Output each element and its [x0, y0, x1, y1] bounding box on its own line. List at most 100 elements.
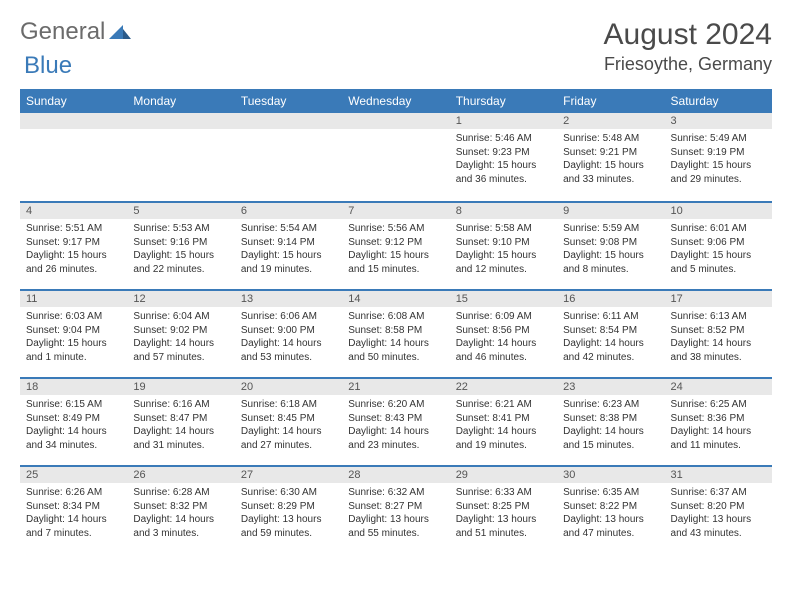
- calendar-row: 4Sunrise: 5:51 AMSunset: 9:17 PMDaylight…: [20, 201, 772, 289]
- calendar-cell: 15Sunrise: 6:09 AMSunset: 8:56 PMDayligh…: [450, 289, 557, 377]
- day-number: [127, 113, 234, 129]
- day-number: 28: [342, 465, 449, 483]
- calendar-row: 25Sunrise: 6:26 AMSunset: 8:34 PMDayligh…: [20, 465, 772, 553]
- day-number: 10: [665, 201, 772, 219]
- day-details: Sunrise: 5:54 AMSunset: 9:14 PMDaylight:…: [235, 219, 342, 282]
- calendar-cell: 12Sunrise: 6:04 AMSunset: 9:02 PMDayligh…: [127, 289, 234, 377]
- day-number: 13: [235, 289, 342, 307]
- calendar-cell: 27Sunrise: 6:30 AMSunset: 8:29 PMDayligh…: [235, 465, 342, 553]
- header: General August 2024 Friesoythe, Germany: [20, 18, 772, 75]
- calendar-cell: 25Sunrise: 6:26 AMSunset: 8:34 PMDayligh…: [20, 465, 127, 553]
- day-details: Sunrise: 6:01 AMSunset: 9:06 PMDaylight:…: [665, 219, 772, 282]
- day-number: 31: [665, 465, 772, 483]
- title-block: August 2024 Friesoythe, Germany: [604, 18, 772, 75]
- calendar-cell: 26Sunrise: 6:28 AMSunset: 8:32 PMDayligh…: [127, 465, 234, 553]
- day-details: Sunrise: 6:11 AMSunset: 8:54 PMDaylight:…: [557, 307, 664, 370]
- day-details: Sunrise: 6:30 AMSunset: 8:29 PMDaylight:…: [235, 483, 342, 546]
- calendar-cell: [127, 113, 234, 201]
- day-number: 11: [20, 289, 127, 307]
- calendar-cell: 28Sunrise: 6:32 AMSunset: 8:27 PMDayligh…: [342, 465, 449, 553]
- weekday-header: Sunday: [20, 89, 127, 113]
- calendar-cell: 9Sunrise: 5:59 AMSunset: 9:08 PMDaylight…: [557, 201, 664, 289]
- day-details: Sunrise: 6:32 AMSunset: 8:27 PMDaylight:…: [342, 483, 449, 546]
- calendar-cell: 20Sunrise: 6:18 AMSunset: 8:45 PMDayligh…: [235, 377, 342, 465]
- day-details: Sunrise: 6:26 AMSunset: 8:34 PMDaylight:…: [20, 483, 127, 546]
- calendar-row: 18Sunrise: 6:15 AMSunset: 8:49 PMDayligh…: [20, 377, 772, 465]
- day-number: 22: [450, 377, 557, 395]
- day-number: 30: [557, 465, 664, 483]
- day-details: Sunrise: 6:18 AMSunset: 8:45 PMDaylight:…: [235, 395, 342, 458]
- calendar-cell: 18Sunrise: 6:15 AMSunset: 8:49 PMDayligh…: [20, 377, 127, 465]
- weekday-header: Saturday: [665, 89, 772, 113]
- calendar-cell: 24Sunrise: 6:25 AMSunset: 8:36 PMDayligh…: [665, 377, 772, 465]
- weekday-header: Monday: [127, 89, 234, 113]
- day-details: Sunrise: 6:37 AMSunset: 8:20 PMDaylight:…: [665, 483, 772, 546]
- calendar-cell: 6Sunrise: 5:54 AMSunset: 9:14 PMDaylight…: [235, 201, 342, 289]
- day-number: 8: [450, 201, 557, 219]
- logo: General: [20, 18, 133, 46]
- calendar-cell: 22Sunrise: 6:21 AMSunset: 8:41 PMDayligh…: [450, 377, 557, 465]
- day-number: 1: [450, 113, 557, 129]
- weekday-header: Thursday: [450, 89, 557, 113]
- day-details: Sunrise: 6:03 AMSunset: 9:04 PMDaylight:…: [20, 307, 127, 370]
- calendar-cell: 19Sunrise: 6:16 AMSunset: 8:47 PMDayligh…: [127, 377, 234, 465]
- calendar-cell: 29Sunrise: 6:33 AMSunset: 8:25 PMDayligh…: [450, 465, 557, 553]
- day-number: 5: [127, 201, 234, 219]
- day-details: Sunrise: 6:13 AMSunset: 8:52 PMDaylight:…: [665, 307, 772, 370]
- day-number: 19: [127, 377, 234, 395]
- day-details: Sunrise: 5:58 AMSunset: 9:10 PMDaylight:…: [450, 219, 557, 282]
- day-details: Sunrise: 5:46 AMSunset: 9:23 PMDaylight:…: [450, 129, 557, 192]
- logo-text-general: General: [20, 18, 105, 46]
- day-number: 25: [20, 465, 127, 483]
- calendar-cell: [342, 113, 449, 201]
- calendar-cell: 5Sunrise: 5:53 AMSunset: 9:16 PMDaylight…: [127, 201, 234, 289]
- day-number: 29: [450, 465, 557, 483]
- day-number: [20, 113, 127, 129]
- day-details: Sunrise: 5:53 AMSunset: 9:16 PMDaylight:…: [127, 219, 234, 282]
- day-details: Sunrise: 6:04 AMSunset: 9:02 PMDaylight:…: [127, 307, 234, 370]
- day-details: Sunrise: 5:48 AMSunset: 9:21 PMDaylight:…: [557, 129, 664, 192]
- day-number: 12: [127, 289, 234, 307]
- calendar-cell: [20, 113, 127, 201]
- day-number: [235, 113, 342, 129]
- day-details: Sunrise: 6:33 AMSunset: 8:25 PMDaylight:…: [450, 483, 557, 546]
- day-details: Sunrise: 6:08 AMSunset: 8:58 PMDaylight:…: [342, 307, 449, 370]
- weekday-header: Tuesday: [235, 89, 342, 113]
- calendar-cell: 16Sunrise: 6:11 AMSunset: 8:54 PMDayligh…: [557, 289, 664, 377]
- day-details: Sunrise: 6:20 AMSunset: 8:43 PMDaylight:…: [342, 395, 449, 458]
- day-details: Sunrise: 6:09 AMSunset: 8:56 PMDaylight:…: [450, 307, 557, 370]
- day-details: Sunrise: 6:23 AMSunset: 8:38 PMDaylight:…: [557, 395, 664, 458]
- day-details: Sunrise: 6:06 AMSunset: 9:00 PMDaylight:…: [235, 307, 342, 370]
- calendar-cell: 17Sunrise: 6:13 AMSunset: 8:52 PMDayligh…: [665, 289, 772, 377]
- day-number: 17: [665, 289, 772, 307]
- day-number: 26: [127, 465, 234, 483]
- day-number: 18: [20, 377, 127, 395]
- day-number: 20: [235, 377, 342, 395]
- calendar-cell: 13Sunrise: 6:06 AMSunset: 9:00 PMDayligh…: [235, 289, 342, 377]
- calendar-cell: 2Sunrise: 5:48 AMSunset: 9:21 PMDaylight…: [557, 113, 664, 201]
- day-details: Sunrise: 6:15 AMSunset: 8:49 PMDaylight:…: [20, 395, 127, 458]
- calendar-cell: 21Sunrise: 6:20 AMSunset: 8:43 PMDayligh…: [342, 377, 449, 465]
- calendar-cell: 31Sunrise: 6:37 AMSunset: 8:20 PMDayligh…: [665, 465, 772, 553]
- location: Friesoythe, Germany: [604, 54, 772, 75]
- calendar-row: 11Sunrise: 6:03 AMSunset: 9:04 PMDayligh…: [20, 289, 772, 377]
- day-number: 6: [235, 201, 342, 219]
- calendar-cell: 10Sunrise: 6:01 AMSunset: 9:06 PMDayligh…: [665, 201, 772, 289]
- day-details: Sunrise: 6:16 AMSunset: 8:47 PMDaylight:…: [127, 395, 234, 458]
- day-number: 27: [235, 465, 342, 483]
- calendar-cell: [235, 113, 342, 201]
- logo-text-blue: Blue: [24, 52, 72, 80]
- day-number: 14: [342, 289, 449, 307]
- day-details: Sunrise: 5:56 AMSunset: 9:12 PMDaylight:…: [342, 219, 449, 282]
- weekday-header-row: SundayMondayTuesdayWednesdayThursdayFrid…: [20, 89, 772, 113]
- day-details: Sunrise: 6:35 AMSunset: 8:22 PMDaylight:…: [557, 483, 664, 546]
- day-details: Sunrise: 5:49 AMSunset: 9:19 PMDaylight:…: [665, 129, 772, 192]
- day-details: Sunrise: 6:25 AMSunset: 8:36 PMDaylight:…: [665, 395, 772, 458]
- day-details: Sunrise: 6:21 AMSunset: 8:41 PMDaylight:…: [450, 395, 557, 458]
- day-details: Sunrise: 5:59 AMSunset: 9:08 PMDaylight:…: [557, 219, 664, 282]
- calendar-cell: 1Sunrise: 5:46 AMSunset: 9:23 PMDaylight…: [450, 113, 557, 201]
- day-number: 7: [342, 201, 449, 219]
- calendar-table: SundayMondayTuesdayWednesdayThursdayFrid…: [20, 89, 772, 553]
- calendar-cell: 11Sunrise: 6:03 AMSunset: 9:04 PMDayligh…: [20, 289, 127, 377]
- day-number: 3: [665, 113, 772, 129]
